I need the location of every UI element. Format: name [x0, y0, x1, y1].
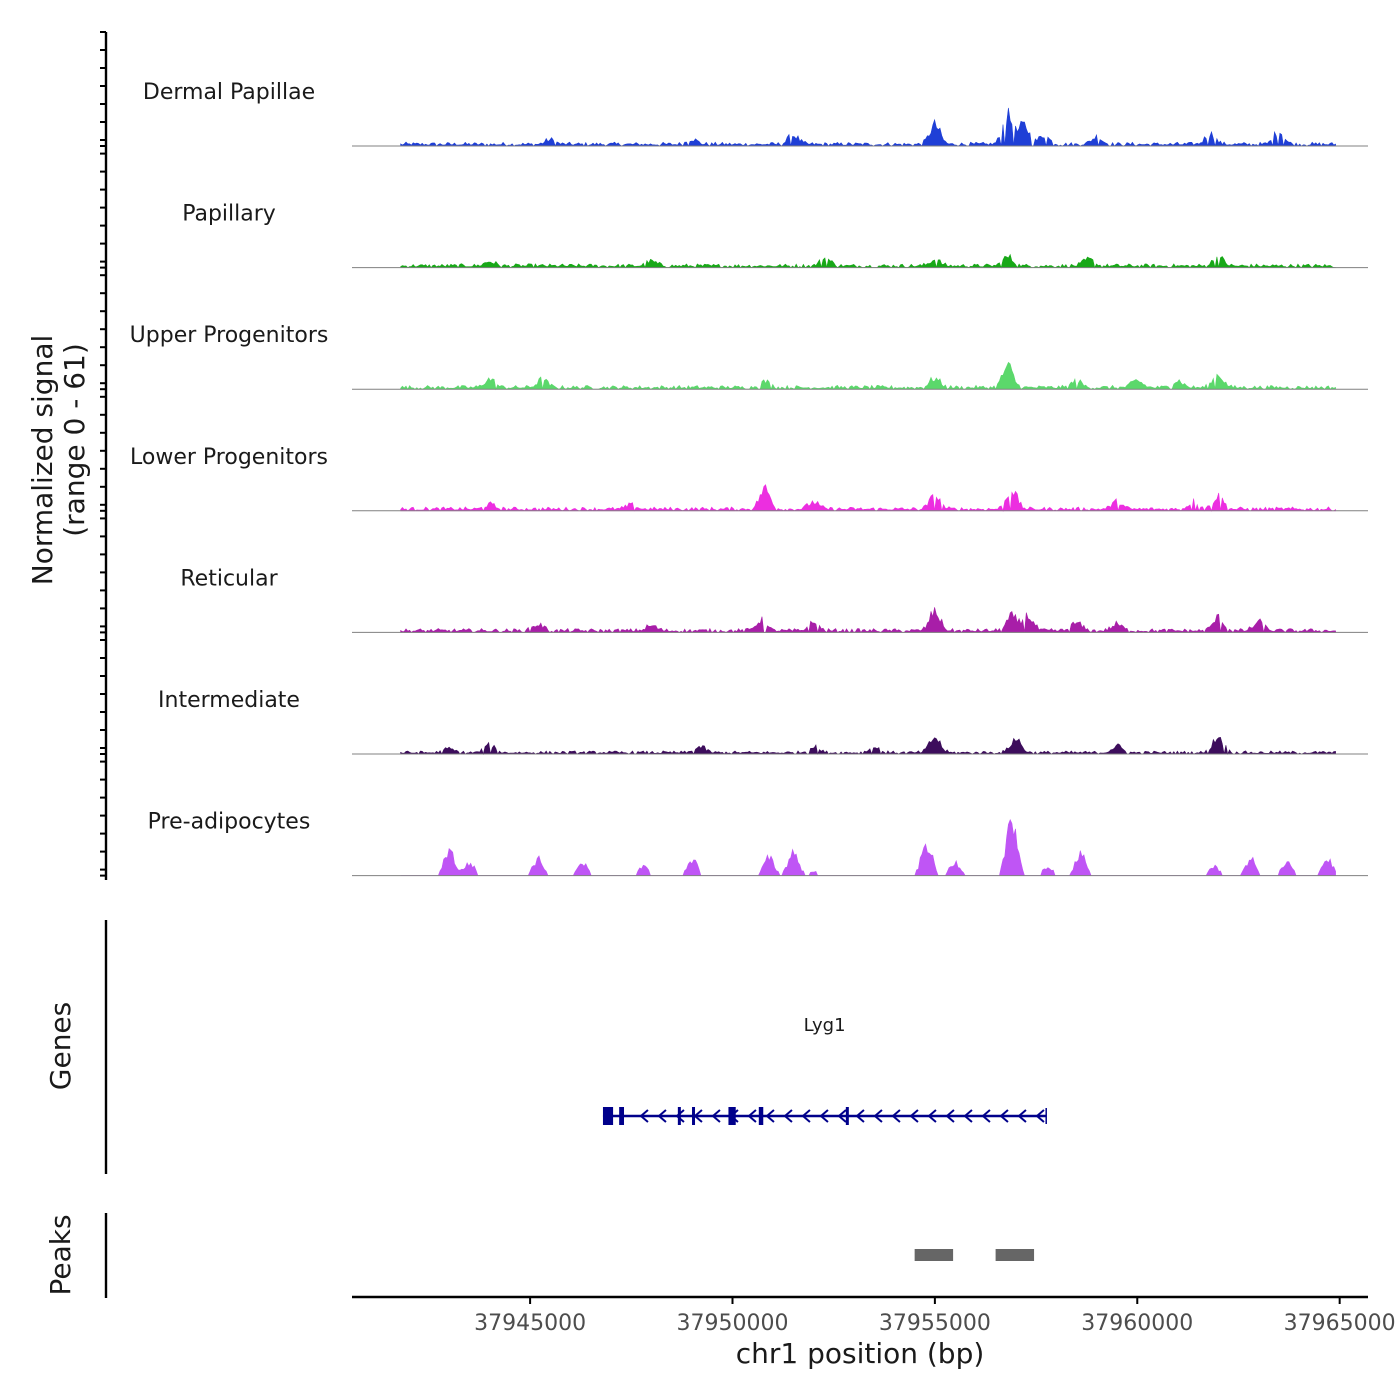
strand-arrow	[657, 1109, 667, 1123]
track-label: Intermediate	[158, 688, 300, 713]
signal-area	[400, 484, 1336, 512]
strand-arrow	[747, 1109, 757, 1123]
genes-track-label: Genes	[44, 1002, 77, 1090]
x-tick-label: 37955000	[879, 1311, 991, 1336]
peaks-track	[104, 1213, 1035, 1298]
x-tick-label: 37965000	[1284, 1311, 1396, 1336]
track-label: Upper Progenitors	[130, 323, 329, 348]
peak-region	[914, 1249, 954, 1261]
strand-arrow	[1017, 1109, 1027, 1123]
track-label: Papillary	[182, 202, 276, 227]
coverage-tracks: Dermal Papillae Papillary Upper Progenitor…	[130, 80, 1368, 877]
track-papillary: Papillary	[182, 202, 1368, 269]
strand-arrow	[819, 1109, 829, 1123]
peaks-track-label: Peaks	[44, 1214, 77, 1295]
strand-arrow	[909, 1109, 919, 1123]
track-label: Dermal Papillae	[143, 80, 315, 105]
strand-arrow	[981, 1109, 991, 1123]
track-label: Reticular	[180, 566, 278, 591]
signal-area	[400, 107, 1336, 147]
strand-arrow	[855, 1109, 865, 1123]
strand-arrow	[711, 1109, 721, 1123]
strand-arrow	[1035, 1109, 1045, 1123]
strand-arrow	[837, 1109, 847, 1123]
strand-arrow	[675, 1109, 685, 1123]
track-label: Lower Progenitors	[130, 445, 328, 470]
strand-arrow	[639, 1109, 649, 1123]
gene-exon	[619, 1107, 625, 1125]
x-axis-title: chr1 position (bp)	[736, 1337, 985, 1370]
gene-exon	[758, 1107, 764, 1125]
track-label: Pre-adipocytes	[148, 810, 311, 835]
gene-exon	[728, 1107, 736, 1125]
signal-area	[400, 361, 1336, 391]
gene-name-label: Lyg1	[804, 1015, 846, 1036]
track-lower-progenitors: Lower Progenitors	[130, 445, 1368, 512]
strand-arrow	[783, 1109, 793, 1123]
y-axis-title-line2: (range 0 - 61)	[58, 343, 91, 537]
strand-arrow	[927, 1109, 937, 1123]
track-dermal-papillae: Dermal Papillae	[143, 80, 1368, 147]
gene-exon	[845, 1107, 849, 1125]
track-intermediate: Intermediate	[158, 688, 1368, 756]
signal-area	[400, 819, 1336, 876]
x-tick-label: 37945000	[474, 1311, 586, 1336]
signal-area	[400, 736, 1336, 756]
signal-area	[400, 607, 1336, 634]
strand-arrow	[801, 1109, 811, 1123]
x-axis: 37945000 37950000 37955000 37960000 37965000	[352, 1295, 1396, 1336]
track-pre-adipocytes: Pre-adipocytes	[148, 810, 1368, 877]
peak-region	[995, 1249, 1035, 1261]
gene-exon	[692, 1107, 696, 1125]
track-upper-progenitors: Upper Progenitors	[130, 323, 1368, 391]
strand-arrow	[873, 1109, 883, 1123]
gene-track: Lyg1	[104, 920, 1047, 1174]
signal-area	[400, 253, 1336, 269]
strand-arrow	[963, 1109, 973, 1123]
track-reticular: Reticular	[180, 566, 1368, 634]
x-tick-label: 37960000	[1081, 1311, 1193, 1336]
gene-exon	[677, 1107, 681, 1125]
strand-arrow	[891, 1109, 901, 1123]
y-axis-title-line1: Normalized signal	[26, 335, 59, 586]
x-tick-label: 37950000	[677, 1311, 789, 1336]
strand-arrow	[999, 1109, 1009, 1123]
strand-arrow	[765, 1109, 775, 1123]
strand-arrow	[945, 1109, 955, 1123]
signal-y-axis	[100, 31, 108, 880]
gene-exon	[602, 1107, 614, 1125]
